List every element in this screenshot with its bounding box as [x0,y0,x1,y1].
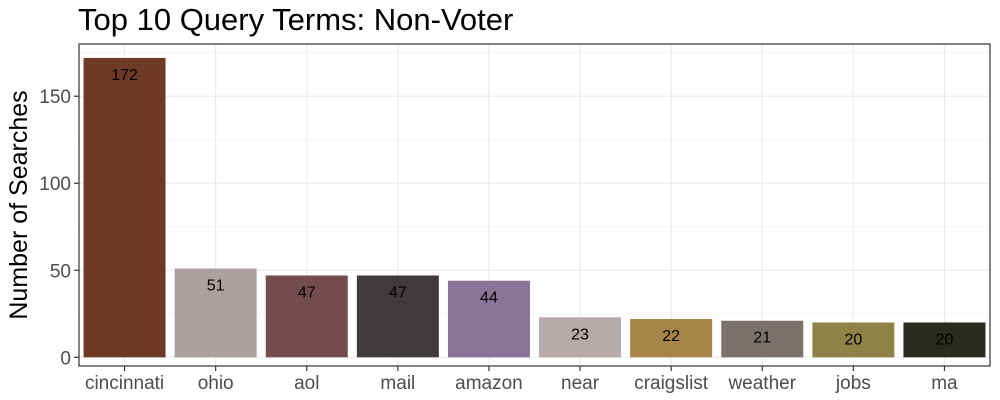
bars [83,57,986,358]
x-tick-label-jobs: jobs [835,373,871,394]
data-label-ma: 20 [936,331,954,348]
bar-weather [721,320,804,358]
bar-craigslist [630,319,713,358]
x-tick-label-aol: aol [294,373,319,394]
bar-cincinnati [83,57,166,358]
data-label-weather: 21 [753,330,771,347]
data-label-amazon: 44 [480,290,498,307]
y-axis-label: Number of Searches [5,90,33,319]
data-label-ohio: 51 [207,278,225,295]
bar-near [539,317,622,358]
y-tick-label: 150 [39,87,71,108]
x-tick-label-craigslist: craigslist [634,373,709,394]
bar-jobs [812,322,895,358]
y-tick-label: 0 [60,348,71,369]
axes: 0 50 100 150 cincinnati ohio aol mail amazon near… [39,87,958,394]
data-label-craigslist: 22 [662,328,680,345]
bar-value-labels: 172 51 47 47 44 23 22 21 20 20 [111,67,953,349]
x-tick-label-weather: weather [727,373,796,394]
bar-ma [903,322,986,358]
y-tick-label: 100 [39,174,71,195]
data-label-cincinnati: 172 [111,67,138,84]
x-tick-label-ohio: ohio [198,373,234,394]
plot-border [78,43,991,367]
x-tick-label-near: near [561,373,600,394]
bar-amazon [447,280,530,358]
bar-mail [356,275,439,358]
y-tick-label: 50 [50,261,71,282]
bar-ohio [174,268,257,358]
x-tick-label-ma: ma [931,373,958,394]
bar-aol [265,275,348,358]
data-label-jobs: 20 [844,331,862,348]
x-tick-label-mail: mail [380,373,415,394]
data-label-aol: 47 [298,284,316,301]
data-label-near: 23 [571,326,589,343]
x-tick-label-cincinnati: cincinnati [85,373,164,394]
data-label-mail: 47 [389,284,407,301]
chart-title: Top 10 Query Terms: Non-Voter [78,2,514,37]
x-tick-label-amazon: amazon [455,373,523,394]
